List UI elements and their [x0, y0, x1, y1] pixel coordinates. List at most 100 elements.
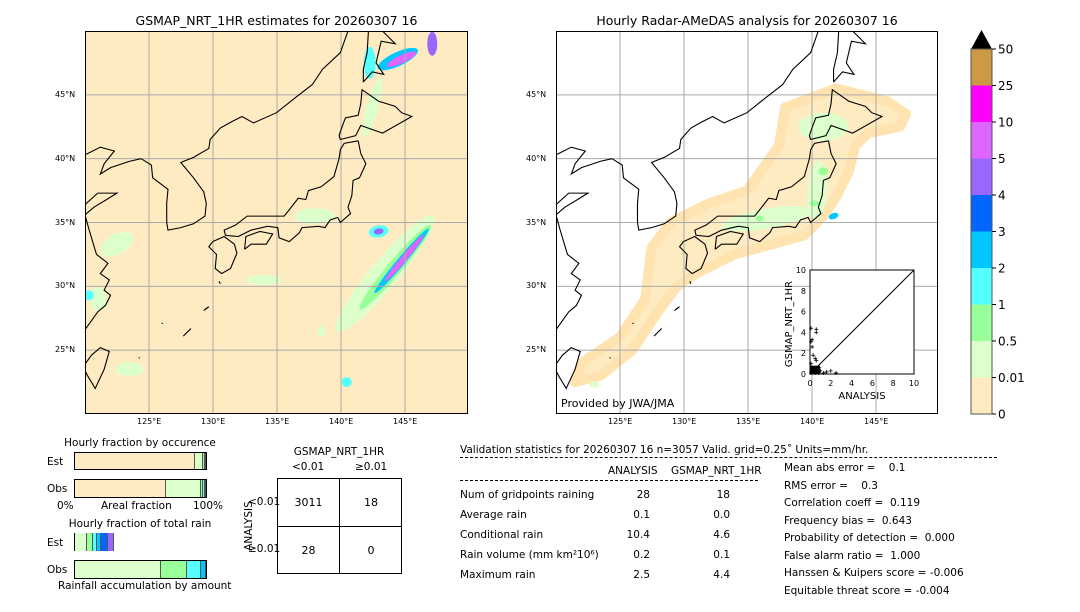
- rain-fraction-title: Hourly fraction of total rain: [68, 518, 212, 530]
- cell-miss: 28: [301, 544, 316, 557]
- scatter-inset: 0 2 4 6 8 10 0 2 4 6 8 10 ANALYSIS GSMAP_NRT_1HR: [784, 266, 919, 402]
- coastline: [208, 235, 238, 275]
- lon-tick: 140°E: [329, 417, 354, 426]
- colorbar-label: 0: [998, 408, 1006, 421]
- left-map-title: GSMAP_NRT_1HR estimates for 20260307 16: [135, 13, 418, 28]
- colorbar-swatch: [971, 341, 992, 378]
- coastline: [674, 306, 680, 312]
- stat-gsmap: 4.6: [713, 529, 730, 541]
- bar-segment: [166, 480, 202, 497]
- stats-col-analysis: ANALYSIS: [608, 465, 658, 477]
- stat-gsmap: 18: [716, 489, 730, 501]
- map-frame: [556, 31, 938, 414]
- lon-tick: 130°E: [672, 417, 697, 426]
- colorbar-label: 10: [998, 116, 1013, 130]
- bar-segment: [75, 561, 162, 578]
- rain-area: [317, 325, 326, 338]
- x-tick-label: 0: [807, 379, 812, 388]
- bar-segment: [205, 453, 207, 469]
- coastline: [182, 328, 192, 337]
- rain-area: [809, 200, 820, 207]
- coastline: [85, 192, 119, 331]
- colorbar-label: 1: [998, 298, 1006, 312]
- coastline: [556, 192, 590, 331]
- coastline: [140, 31, 349, 231]
- contingency-table: 3011 18 28 0: [277, 478, 402, 574]
- coastline: [203, 306, 210, 312]
- rain-area: [387, 51, 417, 67]
- lon-tick: 135°E: [265, 417, 290, 426]
- x-tick-label: 10: [909, 379, 919, 388]
- map-frame: [85, 31, 468, 414]
- lon-tick: 125°E: [137, 417, 162, 426]
- occ-0-tick: 0%: [57, 500, 74, 512]
- rain-area: [589, 381, 600, 388]
- colorbar-swatch: [971, 158, 992, 195]
- occurrence-title: Hourly fraction by occurence: [64, 437, 216, 449]
- scatter-point: [810, 344, 815, 349]
- x-tick-label: 8: [891, 379, 896, 388]
- stats-header: Validation statistics for 20260307 16 n=…: [460, 444, 869, 456]
- colorbar-label: 3: [998, 225, 1006, 239]
- scatter-point-cluster: [810, 365, 820, 374]
- rain-area: [755, 215, 764, 222]
- y-tick-label: 2: [801, 349, 806, 358]
- y-tick-label: 8: [801, 287, 806, 296]
- scatter-point: [814, 358, 819, 363]
- col-header-lt: <0.01: [292, 461, 325, 473]
- coastline: [694, 140, 837, 243]
- colorbar-swatch: [971, 85, 992, 122]
- coastline: [678, 235, 709, 275]
- colorbar-swatch: [971, 122, 992, 159]
- scatter-point: [810, 337, 815, 342]
- stat-analysis: 2.5: [633, 569, 650, 581]
- occ-obs-label: Obs: [47, 483, 68, 495]
- y-tick-label: 0: [801, 370, 806, 379]
- coastline: [218, 280, 221, 285]
- coastline: [244, 230, 274, 250]
- coastline: [689, 280, 692, 285]
- coastline: [85, 146, 142, 176]
- score-line: Correlation coeff = 0.119: [784, 497, 920, 509]
- bar-segment: [187, 561, 201, 578]
- rain-area: [341, 377, 352, 388]
- rain-area: [818, 167, 829, 176]
- one-to-one-line: [809, 269, 915, 375]
- row-header-lt: <0.01: [248, 496, 281, 508]
- y-tick-label: 4: [801, 328, 806, 337]
- coastline: [556, 346, 581, 390]
- lat-tick: 40°N: [526, 154, 547, 163]
- cell-hit-none: 3011: [294, 496, 323, 509]
- scatter-point: [809, 326, 814, 331]
- score-line: Equitable threat score = -0.004: [784, 584, 950, 597]
- score-line: Hanssen & Kuipers score = -0.006: [784, 567, 964, 579]
- scatter-point: [809, 361, 814, 366]
- rain-area: [828, 212, 839, 220]
- bar-segment: [201, 480, 204, 497]
- col-header-ge: ≥0.01: [355, 461, 388, 473]
- rain-obs-bar: [74, 560, 207, 579]
- rain-est-bar: [74, 533, 207, 551]
- bar-segment: [100, 533, 109, 551]
- scatter-point: [834, 370, 838, 375]
- coastline: [714, 230, 745, 250]
- coastline: [556, 146, 613, 176]
- stats-col-gsmap: GSMAP_NRT_1HR: [671, 465, 762, 477]
- rain-area: [115, 362, 144, 377]
- stat-label: Maximum rain: [460, 569, 536, 581]
- score-line: False alarm ratio = 1.000: [784, 549, 921, 562]
- x-axis-label: ANALYSIS: [838, 391, 885, 402]
- colorbar-swatch: [971, 231, 992, 268]
- score-line: Probability of detection = 0.000: [784, 532, 955, 544]
- radar-coverage: [570, 83, 912, 388]
- score-line: Mean abs error = 0.1: [784, 462, 906, 474]
- rain-xlabel: Rainfall accumulation by amount: [58, 580, 232, 592]
- y-tick-label: 10: [796, 266, 806, 275]
- lat-tick: 45°N: [55, 90, 76, 99]
- rain-obs-label: Obs: [47, 564, 68, 576]
- bar-segment: [92, 533, 98, 551]
- cell-hit: 0: [367, 544, 375, 557]
- occ-est-bar: [74, 452, 207, 470]
- credit-text: Provided by JWA/JMA: [561, 397, 675, 410]
